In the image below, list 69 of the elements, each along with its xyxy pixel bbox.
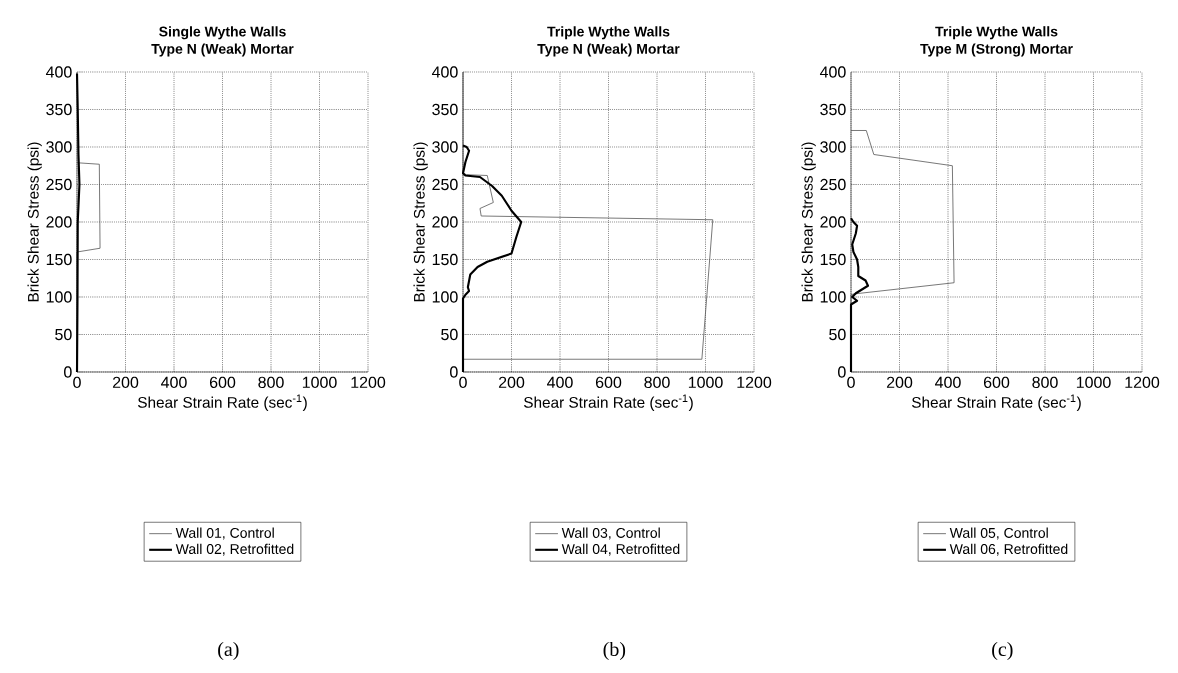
legend-label: Wall 01, Control: [175, 527, 274, 540]
x-tick-label: 1200: [737, 376, 772, 389]
x-tick-label: 0: [847, 376, 855, 389]
text: (a): [218, 641, 239, 661]
x-tick-label: 1000: [688, 376, 723, 389]
x-axis-title: Shear Strain Rate (sec$^{-1}$): [523, 394, 693, 411]
x-tick-label: 200: [498, 376, 525, 389]
y-axis-title: Brick Shear Stress (psi): [413, 142, 428, 302]
chart-subtitle: Type N (Weak) Mortar: [537, 43, 680, 57]
y-tick-label: 400: [819, 66, 846, 78]
y-tick-label: 200: [432, 216, 458, 228]
y-tick-label: 350: [432, 103, 458, 116]
y-tick-label: 400: [45, 66, 72, 78]
x-tick-label: 800: [1032, 376, 1058, 389]
y-tick-label: 0: [838, 366, 846, 378]
x-tick-label: 200: [112, 376, 139, 389]
y-axis-title: Brick Shear Stress (psi): [27, 142, 42, 302]
y-tick-label: 50: [829, 328, 846, 341]
y-tick-label: 50: [55, 328, 72, 341]
y-tick-label: 0: [450, 366, 458, 378]
x-tick-label: 800: [258, 376, 284, 389]
y-tick-label: 400: [431, 66, 458, 78]
y-tick-label: 150: [432, 253, 458, 266]
x-tick-label: 0: [459, 376, 467, 389]
x-tick-label: 1200: [351, 376, 386, 389]
x-tick-label: 600: [209, 376, 236, 389]
legend-label: Wall 02, Retrofitted: [175, 543, 294, 556]
x-tick-label: 1200: [1125, 376, 1160, 389]
y-tick-label: 150: [820, 253, 846, 266]
x-tick-label: 600: [595, 376, 622, 389]
y-tick-label: 100: [820, 291, 846, 303]
y-tick-label: 250: [432, 178, 458, 191]
legend-label: Wall 03, Control: [561, 527, 660, 540]
y-tick-label: 0: [64, 366, 72, 378]
y-tick-label: 100: [46, 291, 72, 303]
legend-label: Wall 05, Control: [949, 527, 1048, 540]
y-tick-label: 250: [46, 178, 72, 191]
x-tick-label: 800: [644, 376, 670, 389]
y-tick-label: 150: [46, 253, 72, 266]
y-tick-label: 350: [820, 103, 846, 116]
legend-label: Wall 06, Retrofitted: [949, 543, 1068, 556]
y-tick-label: 100: [432, 291, 458, 303]
x-tick-label: 1000: [302, 376, 337, 389]
x-tick-label: 400: [935, 376, 961, 389]
text: (b): [603, 641, 626, 661]
x-tick-label: 400: [161, 376, 187, 389]
chart-title: Triple Wythe Walls: [935, 26, 1058, 40]
y-tick-label: 300: [432, 141, 458, 153]
y-tick-label: 300: [820, 141, 846, 153]
y-tick-label: 350: [46, 103, 72, 116]
x-tick-label: 0: [73, 376, 81, 389]
y-tick-label: 200: [46, 216, 72, 228]
chart-title: Single Wythe Walls: [159, 26, 286, 40]
x-tick-label: 600: [983, 376, 1010, 389]
chart-subtitle: Type N (Weak) Mortar: [151, 43, 294, 57]
x-tick-label: 200: [886, 376, 913, 389]
x-tick-label: 1000: [1076, 376, 1111, 389]
x-axis-title: Shear Strain Rate (sec$^{-1}$): [911, 394, 1081, 411]
legend-label: Wall 04, Retrofitted: [561, 543, 680, 556]
y-tick-label: 300: [46, 141, 72, 153]
y-axis-title: Brick Shear Stress (psi): [801, 142, 816, 302]
x-tick-label: 400: [547, 376, 573, 389]
y-tick-label: 200: [820, 216, 846, 228]
chart-title: Triple Wythe Walls: [547, 26, 670, 40]
y-tick-label: 50: [441, 328, 458, 341]
x-axis-title: Shear Strain Rate (sec$^{-1}$): [137, 394, 307, 411]
chart-subtitle: Type M (Strong) Mortar: [920, 43, 1073, 57]
text: (c): [992, 641, 1013, 661]
y-tick-label: 250: [820, 178, 846, 191]
